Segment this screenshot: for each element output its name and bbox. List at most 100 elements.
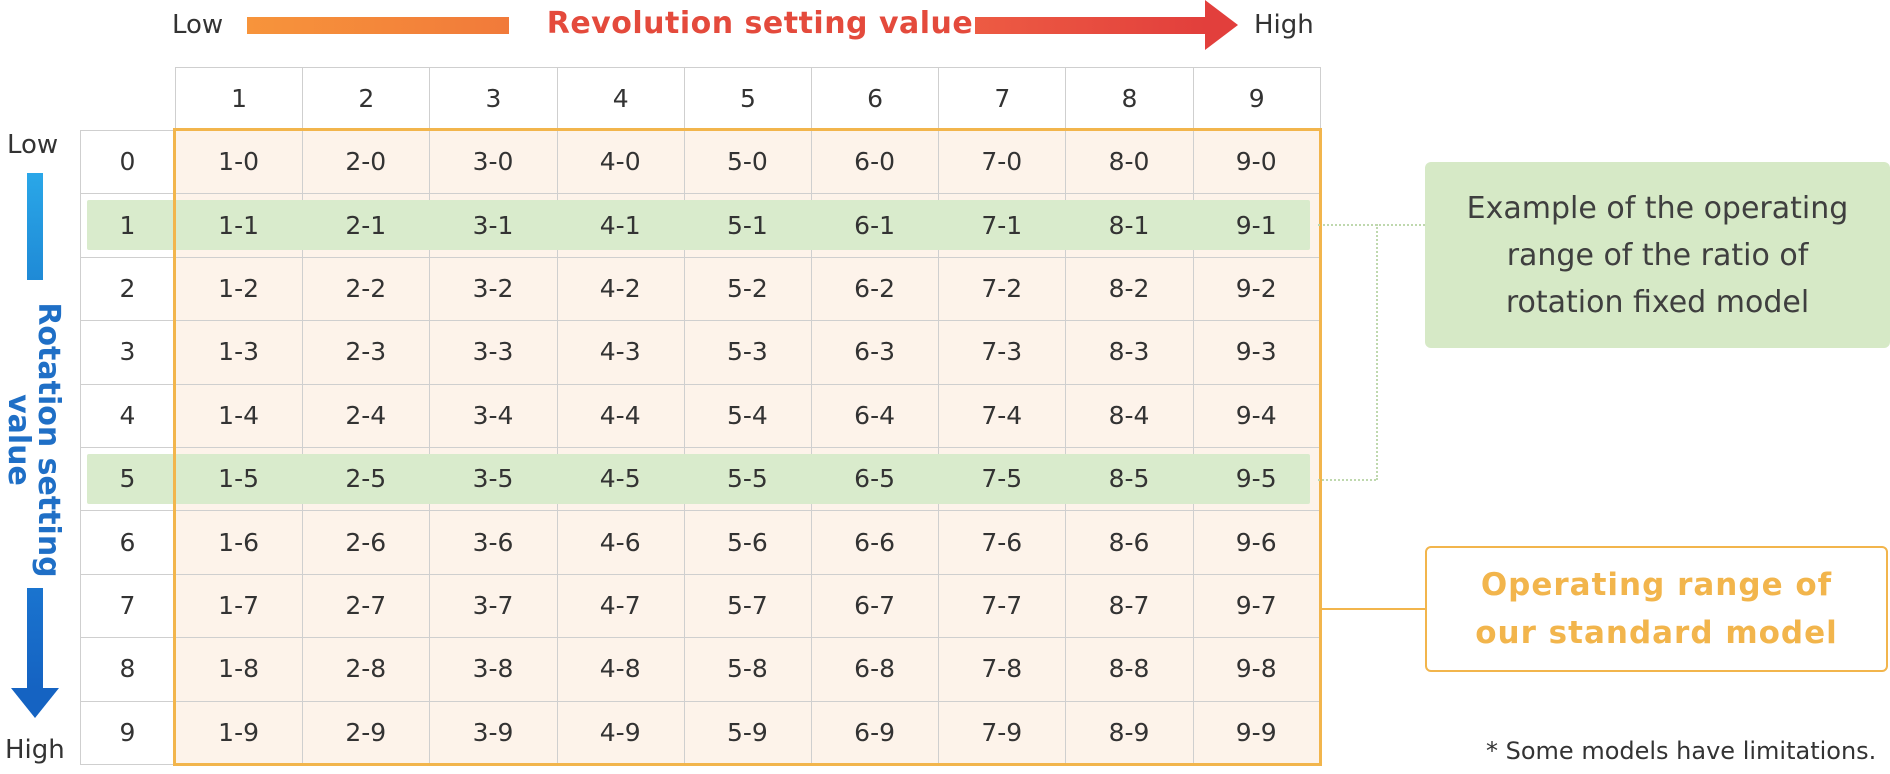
- table-cell: [1065, 510, 1194, 575]
- table-cell: [556, 510, 685, 575]
- table-cell-value: 1-4: [218, 400, 260, 430]
- table-cell: [302, 256, 431, 322]
- table-cell-value: 1-0: [218, 147, 260, 177]
- ratio-fixed-callout: Example of the operating range of the ra…: [1425, 162, 1890, 348]
- standard-callout-line1: Operating range of: [1480, 567, 1833, 603]
- table-cell-value: 2-1: [345, 210, 387, 240]
- row-header-label: 4: [119, 400, 136, 430]
- table-cell-value: 7-4: [981, 400, 1023, 430]
- table-cell-value: 9-3: [1235, 337, 1277, 367]
- column-header: 8: [1065, 67, 1194, 129]
- table-cell-value: 9-2: [1235, 273, 1277, 303]
- table-cell-value: 6-2: [854, 273, 896, 303]
- table-cell: [1192, 320, 1321, 385]
- table-cell: [1192, 130, 1321, 195]
- table-cell: [683, 637, 812, 702]
- table-cell: [683, 256, 812, 322]
- table-cell: [302, 637, 431, 702]
- table-cell-value: 4-4: [599, 400, 641, 430]
- table-cell: [302, 700, 431, 765]
- row-header-label: 0: [119, 147, 136, 177]
- table-cell-value: 6-3: [854, 337, 896, 367]
- table-cell-value: 4-0: [599, 147, 641, 177]
- table-cell-value: 7-0: [981, 147, 1023, 177]
- table-cell-value: 8-9: [1108, 717, 1150, 747]
- table-cell-value: 6-4: [854, 400, 896, 430]
- table-cell: [1192, 510, 1321, 575]
- table-cell-value: 9-7: [1235, 590, 1277, 620]
- orange-connector: [1322, 608, 1425, 610]
- rotation-high-label: High: [5, 735, 65, 765]
- table-cell-value: 5-6: [726, 527, 768, 557]
- table-cell-value: 2-0: [345, 147, 387, 177]
- row-header-label: 1: [119, 210, 136, 240]
- table-cell: [429, 573, 558, 639]
- table-cell-value: 4-5: [599, 464, 641, 494]
- table-cell-value: 8-3: [1108, 337, 1150, 367]
- table-cell-value: 4-1: [599, 210, 641, 240]
- table-cell-value: 7-5: [981, 464, 1023, 494]
- ratio-fixed-callout-line1: Example of the operating: [1466, 190, 1849, 226]
- table-cell-value: 6-8: [854, 654, 896, 684]
- table-cell-value: 4-9: [599, 717, 641, 747]
- table-cell-value: 5-9: [726, 717, 768, 747]
- revolution-arrow-shaft-left: [247, 17, 509, 34]
- table-cell-value: 9-5: [1235, 464, 1277, 494]
- table-cell-value: 6-5: [854, 464, 896, 494]
- table-cell-value: 3-2: [472, 273, 514, 303]
- table-cell: [175, 700, 304, 765]
- table-cell-value: 5-3: [726, 337, 768, 367]
- column-header: 6: [811, 67, 940, 129]
- table-cell: [811, 637, 940, 702]
- table-cell-value: 3-1: [472, 210, 514, 240]
- highlight-band-row-5: [87, 454, 1310, 504]
- table-cell-value: 4-2: [599, 273, 641, 303]
- table-cell: [811, 256, 940, 322]
- table-cell: [429, 700, 558, 765]
- table-cell-value: 8-2: [1108, 273, 1150, 303]
- row-header: [80, 510, 176, 575]
- table-cell: [1192, 573, 1321, 639]
- table-cell-value: 2-9: [345, 717, 387, 747]
- table-cell: [1065, 256, 1194, 322]
- table-cell-value: 7-9: [981, 717, 1023, 747]
- column-header: 2: [302, 67, 431, 129]
- table-cell-value: 4-8: [599, 654, 641, 684]
- table-cell-value: 1-6: [218, 527, 260, 557]
- table-cell-value: 7-1: [981, 210, 1023, 240]
- table-cell-value: 8-5: [1108, 464, 1150, 494]
- rotation-arrow-shaft-top: [27, 173, 43, 280]
- table-cell: [811, 383, 940, 448]
- table-cell-value: 8-7: [1108, 590, 1150, 620]
- table-cell: [556, 700, 685, 765]
- table-cell-value: 3-6: [472, 527, 514, 557]
- table-cell-value: 7-8: [981, 654, 1023, 684]
- table-cell-value: 6-7: [854, 590, 896, 620]
- table-cell: [302, 320, 431, 385]
- table-cell: [811, 700, 940, 765]
- table-cell-value: 5-0: [726, 147, 768, 177]
- table-cell-value: 9-4: [1235, 400, 1277, 430]
- table-cell: [683, 383, 812, 448]
- table-cell-value: 1-3: [218, 337, 260, 367]
- rotation-axis-title: Rotation setting value: [1, 302, 66, 577]
- table-cell-value: 1-1: [218, 210, 260, 240]
- rotation-arrow-head-icon: [11, 688, 59, 718]
- table-cell-value: 8-1: [1108, 210, 1150, 240]
- standard-callout-line2: our standard model: [1475, 615, 1838, 651]
- table-cell-value: 7-3: [981, 337, 1023, 367]
- table-cell-value: 3-4: [472, 400, 514, 430]
- table-cell: [811, 320, 940, 385]
- table-cell: [429, 256, 558, 322]
- table-cell-value: 1-2: [218, 273, 260, 303]
- table-cell: [429, 383, 558, 448]
- ratio-fixed-callout-line2: range of the ratio of: [1506, 237, 1809, 273]
- table-cell: [811, 573, 940, 639]
- table-cell-value: 3-9: [472, 717, 514, 747]
- row-header-label: 5: [119, 464, 136, 494]
- table-cell-value: 1-7: [218, 590, 260, 620]
- table-cell: [1192, 256, 1321, 322]
- table-cell-value: 5-7: [726, 590, 768, 620]
- table-cell-value: 1-9: [218, 717, 260, 747]
- table-cell: [683, 130, 812, 195]
